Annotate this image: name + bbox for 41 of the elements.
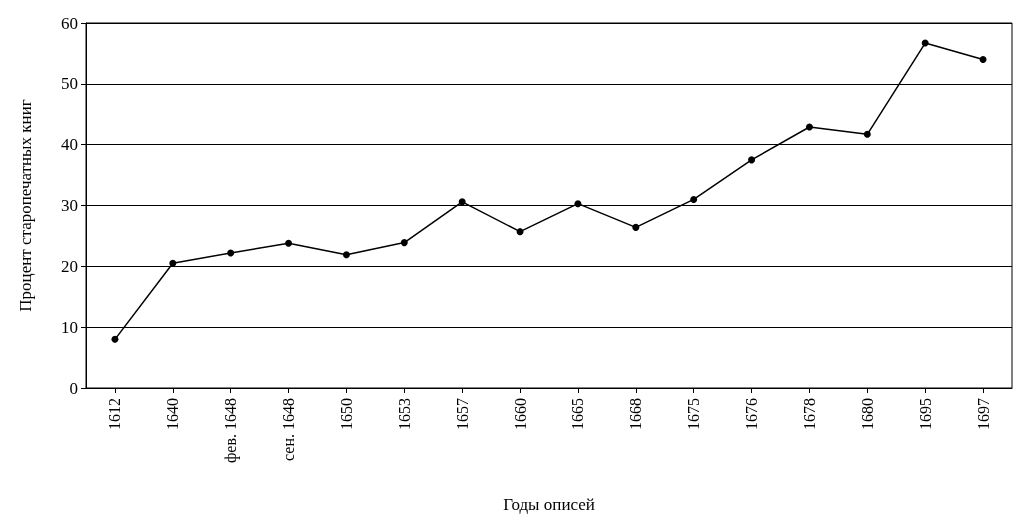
- y-tick-label: 30: [61, 196, 78, 215]
- point: [632, 223, 640, 231]
- y-tick-label: 10: [61, 317, 78, 337]
- y-axis-title: Процент старопечатных книг: [16, 99, 35, 312]
- x-tick-label: 1657: [453, 398, 471, 430]
- y-tick-label: 60: [61, 13, 78, 33]
- point: [458, 198, 466, 206]
- x-tick-label: 1678: [800, 398, 818, 430]
- x-tick-label: 1668: [627, 398, 645, 430]
- point: [863, 130, 871, 138]
- y-tick-label: 0: [69, 378, 78, 398]
- point: [921, 39, 929, 47]
- x-tick-label: 1680: [858, 398, 876, 430]
- point: [690, 195, 698, 203]
- point: [169, 259, 177, 267]
- x-tick-label: 1665: [569, 398, 587, 430]
- x-tick-label: 1640: [164, 398, 182, 430]
- point: [805, 123, 813, 131]
- x-tick-label: 1675: [685, 398, 703, 430]
- x-tick-label: 1612: [106, 398, 124, 430]
- point: [400, 239, 408, 247]
- y-tick-label: 50: [61, 74, 78, 94]
- x-tick-label: 1653: [395, 398, 413, 430]
- point: [342, 251, 350, 259]
- x-tick-label: 1660: [511, 398, 529, 430]
- point: [748, 156, 756, 164]
- x-tick-label: 1697: [974, 398, 992, 430]
- x-tick-label: 1695: [916, 398, 934, 430]
- point: [574, 200, 582, 208]
- x-tick-label: 1650: [337, 398, 355, 430]
- x-axis-title: Годы описей: [503, 495, 595, 514]
- point: [516, 228, 524, 236]
- point: [979, 56, 987, 63]
- y-tick-label: 20: [61, 256, 78, 276]
- x-tick-label: 1676: [743, 398, 761, 430]
- x-tick-label: фев. 1648: [222, 398, 241, 464]
- point: [227, 249, 235, 257]
- x-tick-label: сен. 1648: [280, 398, 298, 461]
- y-tick-label: 40: [61, 135, 78, 155]
- point: [111, 335, 119, 343]
- point: [285, 239, 293, 247]
